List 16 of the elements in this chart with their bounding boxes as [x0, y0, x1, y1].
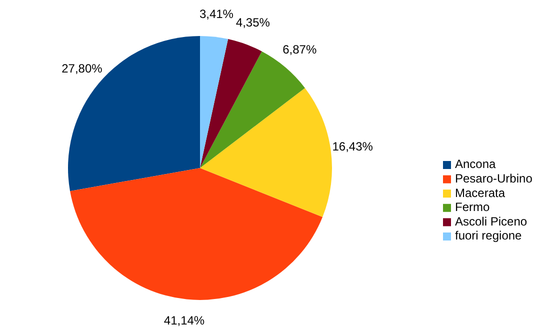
legend-label: Ascoli Piceno	[455, 214, 528, 228]
pie-slice	[70, 168, 323, 300]
legend-label: Fermo	[455, 200, 490, 214]
pie-slice	[200, 88, 332, 218]
data-label: 4,35%	[236, 16, 270, 30]
legend-label: Ancona	[455, 157, 496, 172]
data-label: 3,41%	[199, 7, 234, 22]
data-label: 16,43%	[332, 139, 374, 154]
data-label: 27,80%	[62, 61, 103, 76]
data-label: 6,87%	[282, 42, 317, 57]
legend-label: Macerata	[455, 186, 506, 200]
data-label: 41,14%	[164, 313, 205, 328]
pie-slice	[200, 36, 228, 168]
pie-slice	[200, 39, 262, 168]
legend-label: fuori regione	[455, 228, 522, 243]
legend-label: Pesaro-Urbino	[455, 171, 533, 186]
